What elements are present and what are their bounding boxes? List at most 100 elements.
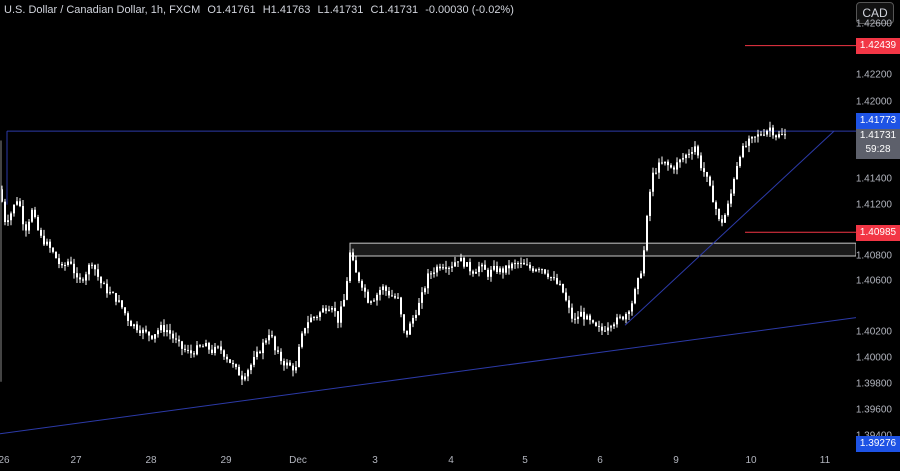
candle-body bbox=[133, 324, 135, 327]
candle-body bbox=[82, 279, 84, 281]
candle-body bbox=[757, 134, 759, 137]
candle-body bbox=[268, 335, 270, 341]
candle-body bbox=[418, 302, 420, 315]
candle-body bbox=[178, 339, 180, 342]
candle-body bbox=[403, 314, 405, 331]
candle-body bbox=[337, 311, 339, 323]
price-tick: 1.42200 bbox=[855, 69, 892, 81]
time-tick: 10 bbox=[745, 455, 757, 466]
candle-body bbox=[622, 316, 624, 320]
candle-body bbox=[700, 155, 702, 169]
candle-body bbox=[34, 209, 36, 217]
candle-body bbox=[352, 252, 354, 261]
candle-body bbox=[331, 307, 333, 310]
candle-body bbox=[676, 162, 678, 170]
candle-body bbox=[784, 134, 786, 136]
time-tick: 27 bbox=[70, 455, 82, 466]
candle-body bbox=[208, 343, 210, 350]
candle-body bbox=[253, 356, 255, 365]
candle-body bbox=[340, 306, 342, 323]
candle-body bbox=[541, 269, 543, 271]
candle-body bbox=[358, 272, 360, 282]
time-tick: 29 bbox=[220, 455, 232, 466]
close-key: C bbox=[370, 4, 379, 16]
candle-body bbox=[550, 277, 552, 279]
candle-body bbox=[307, 322, 309, 329]
currency-button[interactable]: CAD bbox=[856, 2, 894, 24]
change-value: -0.00030 (-0.02%) bbox=[425, 4, 514, 16]
price-tick: 1.40000 bbox=[855, 352, 892, 364]
candle-body bbox=[742, 145, 744, 157]
candle-body bbox=[112, 292, 114, 294]
chart-area[interactable] bbox=[0, 0, 856, 450]
price-chart[interactable] bbox=[0, 0, 856, 450]
long-term-trendline bbox=[0, 317, 856, 435]
candle-body bbox=[664, 161, 666, 164]
candle-body bbox=[364, 287, 366, 292]
time-axis[interactable]: 26 27 28 29 Dec 3 4 5 6 9 10 11 bbox=[0, 450, 900, 471]
candle-body bbox=[181, 341, 183, 349]
candle-body bbox=[61, 264, 63, 266]
candle-body bbox=[454, 262, 456, 267]
high-value: 1.41763 bbox=[270, 4, 311, 16]
candle-body bbox=[283, 361, 285, 366]
candle-body bbox=[211, 349, 213, 354]
candle-body bbox=[436, 266, 438, 273]
candle-body bbox=[694, 146, 696, 153]
candle-body bbox=[136, 324, 138, 331]
candle-body bbox=[643, 250, 645, 274]
candle-body bbox=[649, 191, 651, 216]
candle-body bbox=[349, 252, 351, 282]
candle-body bbox=[739, 156, 741, 166]
candle-body bbox=[577, 316, 579, 320]
time-tick: 3 bbox=[372, 455, 378, 466]
candle-body bbox=[376, 294, 378, 301]
candle-body bbox=[22, 206, 24, 225]
candle-body bbox=[481, 264, 483, 267]
candle-body bbox=[109, 292, 111, 294]
candle-body bbox=[193, 353, 195, 355]
price-tick: 1.42000 bbox=[855, 96, 892, 108]
time-tick: 9 bbox=[673, 455, 679, 466]
candle-body bbox=[19, 201, 21, 207]
candle-body bbox=[202, 346, 204, 348]
candle-body bbox=[712, 185, 714, 203]
candle-body bbox=[472, 271, 474, 274]
candle-body bbox=[370, 301, 372, 303]
close-value: 1.41731 bbox=[378, 4, 419, 16]
candle-body bbox=[118, 300, 120, 302]
candle-body bbox=[343, 299, 345, 307]
price-tick: 1.41200 bbox=[855, 199, 892, 211]
last-price-tag: 1.41731 59:28 bbox=[856, 129, 900, 159]
candle-body bbox=[154, 334, 156, 339]
candle-body bbox=[88, 264, 90, 275]
candle-body bbox=[475, 271, 477, 274]
candle-body bbox=[535, 269, 537, 272]
candle-body bbox=[394, 296, 396, 298]
candle-body bbox=[40, 229, 42, 236]
candle-body bbox=[544, 269, 546, 274]
short-term-trendline bbox=[624, 130, 835, 326]
candle-body bbox=[31, 209, 33, 222]
candle-body bbox=[148, 331, 150, 336]
candle-body bbox=[514, 263, 516, 265]
candle-body bbox=[172, 333, 174, 339]
candle-body bbox=[448, 267, 450, 269]
candle-body bbox=[556, 277, 558, 284]
candle-body bbox=[592, 320, 594, 323]
symbol-title: U.S. Dollar / Canadian Dollar, 1h, FXCM bbox=[4, 4, 201, 16]
candle-body bbox=[241, 375, 243, 380]
candle-body bbox=[79, 277, 81, 280]
candle-body bbox=[457, 261, 459, 263]
candle-body bbox=[397, 297, 399, 299]
candle-body bbox=[409, 323, 411, 335]
candle-body bbox=[610, 326, 612, 328]
candle-body bbox=[289, 362, 291, 366]
candle-body bbox=[733, 178, 735, 194]
candle-body bbox=[586, 315, 588, 320]
candle-body bbox=[163, 325, 165, 333]
candle-body bbox=[598, 325, 600, 327]
candle-body bbox=[142, 329, 144, 334]
candle-body bbox=[391, 295, 393, 297]
candle-body bbox=[703, 168, 705, 173]
